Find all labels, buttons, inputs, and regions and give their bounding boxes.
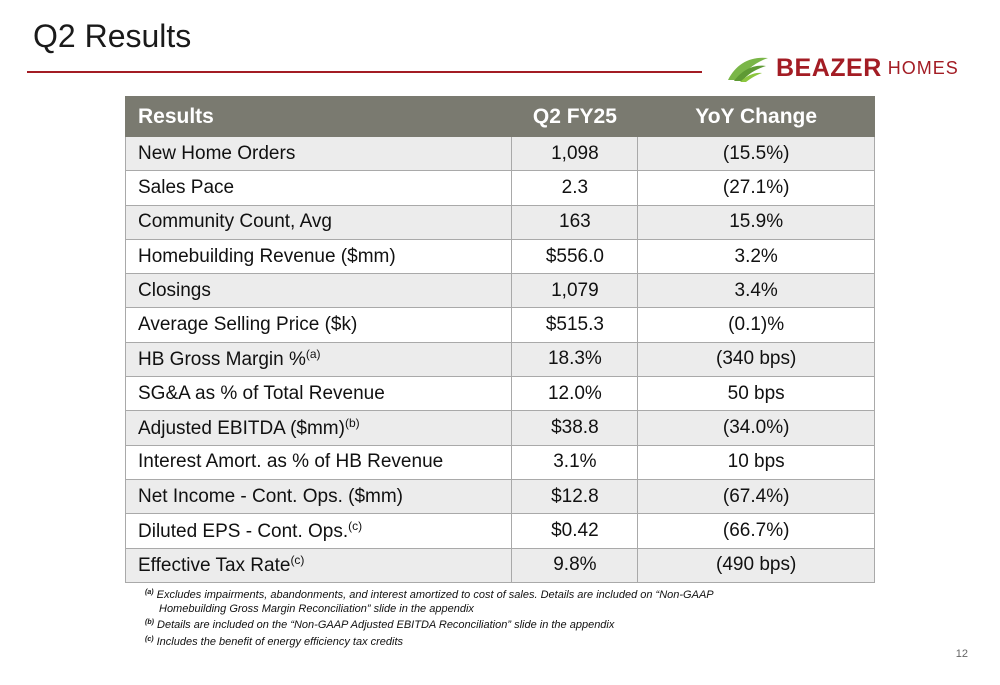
row-label-cell: New Home Orders — [124, 135, 513, 172]
logo-brand-text: BEAZER — [776, 53, 882, 82]
row-label: Sales Pace — [138, 176, 235, 198]
footnote-a-continuation: Homebuilding Gross Margin Reconciliation… — [145, 603, 857, 617]
table-row: Sales Pace 2.3 (27.1%) — [124, 170, 875, 206]
header-results: Results — [124, 96, 513, 137]
row-label-cell: Homebuilding Revenue ($mm) — [124, 238, 513, 275]
footnote-a-marker: (a) — [145, 589, 154, 596]
row-footnote-marker: (a) — [305, 347, 321, 362]
row-label-cell: SG&A as % of Total Revenue — [124, 376, 513, 412]
results-table: Results Q2 FY25 YoY Change New Home Orde… — [124, 96, 875, 583]
table-header-row: Results Q2 FY25 YoY Change — [124, 96, 875, 137]
footnote-b-marker: (b) — [145, 619, 154, 626]
row-label-cell: Closings — [124, 273, 513, 309]
row-value: 9.8% — [511, 547, 639, 583]
row-value: $0.42 — [511, 513, 639, 549]
row-label: Interest Amort. as % of HB Revenue — [138, 451, 444, 473]
footnotes: (a) Excludes impairments, abandonments, … — [145, 586, 857, 649]
footnote-a-text-line2: Homebuilding Gross Margin Reconciliation… — [159, 602, 474, 615]
row-yoy-change: (490 bps) — [637, 547, 875, 583]
footnote-b: (b) Details are included on the “Non-GAA… — [145, 616, 857, 633]
table-row: Closings 1,079 3.4% — [124, 273, 875, 309]
row-value: $515.3 — [511, 307, 639, 343]
beazer-homes-logo: BEAZER HOMES — [726, 48, 959, 88]
page-title: Q2 Results — [33, 18, 192, 54]
row-footnote-marker: (b) — [344, 416, 360, 431]
row-label-cell: HB Gross Margin %(a) — [124, 341, 513, 378]
row-yoy-change: 3.2% — [637, 238, 875, 275]
row-footnote-marker: (c) — [290, 553, 305, 568]
row-label-cell: Diluted EPS - Cont. Ops.(c) — [124, 513, 513, 549]
row-label-cell: Effective Tax Rate(c) — [124, 547, 513, 583]
row-yoy-change: (15.5%) — [637, 135, 875, 172]
row-label-cell: Adjusted EBITDA ($mm)(b) — [124, 410, 513, 446]
row-label: Closings — [138, 279, 211, 301]
row-value: 2.3 — [511, 170, 639, 206]
row-label: Average Selling Price ($k) — [138, 314, 358, 336]
row-yoy-change: (27.1%) — [637, 170, 875, 206]
row-value: $556.0 — [511, 238, 639, 275]
row-yoy-change: 15.9% — [637, 204, 875, 240]
footnote-c: (c) Includes the benefit of energy effic… — [145, 633, 857, 650]
table-row: Interest Amort. as % of HB Revenue 3.1% 10… — [124, 444, 875, 480]
row-label: Diluted EPS - Cont. Ops. — [138, 520, 349, 542]
row-footnote-marker: (c) — [348, 518, 363, 533]
row-yoy-change: (67.4%) — [637, 478, 875, 515]
footnote-a: (a) Excludes impairments, abandonments, … — [145, 586, 857, 603]
footnote-c-text: Includes the benefit of energy efficienc… — [156, 635, 404, 648]
footnote-a-text-line1: Excludes impairments, abandonments, and … — [156, 589, 714, 601]
leaf-icon — [728, 57, 768, 82]
row-value: $12.8 — [511, 478, 639, 515]
table-row: New Home Orders 1,098 (15.5%) — [124, 135, 875, 172]
table-row: Community Count, Avg 163 15.9% — [124, 204, 875, 240]
row-label-cell: Net Income - Cont. Ops. ($mm) — [124, 478, 513, 515]
row-yoy-change: 50 bps — [637, 376, 875, 412]
table-row: Diluted EPS - Cont. Ops.(c) $0.42 (66.7%) — [124, 513, 875, 549]
table-row: Net Income - Cont. Ops. ($mm) $12.8 (67.4%… — [124, 478, 875, 515]
row-label-cell: Average Selling Price ($k) — [124, 307, 513, 343]
page-number: 12 — [955, 648, 968, 660]
footnote-c-marker: (c) — [145, 635, 154, 643]
row-value: 3.1% — [511, 444, 639, 480]
row-yoy-change: (0.1)% — [637, 307, 875, 343]
table-row: SG&A as % of Total Revenue 12.0% 50 bps — [124, 376, 875, 412]
row-label: Net Income - Cont. Ops. ($mm) — [138, 485, 404, 507]
title-divider — [27, 71, 702, 73]
row-label: New Home Orders — [138, 142, 296, 164]
row-label-cell: Interest Amort. as % of HB Revenue — [124, 444, 513, 480]
table-row: Effective Tax Rate(c) 9.8% (490 bps) — [124, 547, 875, 583]
row-label-cell: Community Count, Avg — [124, 204, 513, 240]
row-value: 1,079 — [511, 273, 639, 309]
footnote-b-text: Details are included on the “Non-GAAP Ad… — [157, 619, 615, 631]
row-yoy-change: 10 bps — [637, 444, 875, 480]
row-yoy-change: (340 bps) — [637, 341, 875, 378]
row-value: 12.0% — [511, 376, 639, 412]
row-value: 1,098 — [511, 135, 639, 172]
header-yoy-change: YoY Change — [637, 96, 875, 137]
row-label-cell: Sales Pace — [124, 170, 513, 206]
row-label: SG&A as % of Total Revenue — [138, 382, 385, 404]
row-yoy-change: (34.0%) — [637, 410, 875, 446]
row-value: 163 — [511, 204, 639, 240]
row-label: Community Count, Avg — [138, 211, 332, 233]
table-row: Homebuilding Revenue ($mm) $556.0 3.2% — [124, 238, 875, 275]
row-label: HB Gross Margin % — [138, 349, 306, 371]
header-q2-fy25: Q2 FY25 — [511, 96, 639, 137]
logo-brand-suffix: HOMES — [887, 57, 959, 78]
row-value: 18.3% — [511, 341, 639, 378]
row-label: Adjusted EBITDA ($mm) — [138, 418, 345, 440]
row-label: Effective Tax Rate — [138, 555, 291, 577]
table-row: HB Gross Margin %(a) 18.3% (340 bps) — [124, 341, 875, 378]
row-label: Homebuilding Revenue ($mm) — [138, 245, 396, 267]
row-yoy-change: (66.7%) — [637, 513, 875, 549]
table-row: Average Selling Price ($k) $515.3 (0.1)% — [124, 307, 875, 343]
row-value: $38.8 — [511, 410, 639, 446]
table-row: Adjusted EBITDA ($mm)(b) $38.8 (34.0%) — [124, 410, 875, 446]
row-yoy-change: 3.4% — [637, 273, 875, 309]
